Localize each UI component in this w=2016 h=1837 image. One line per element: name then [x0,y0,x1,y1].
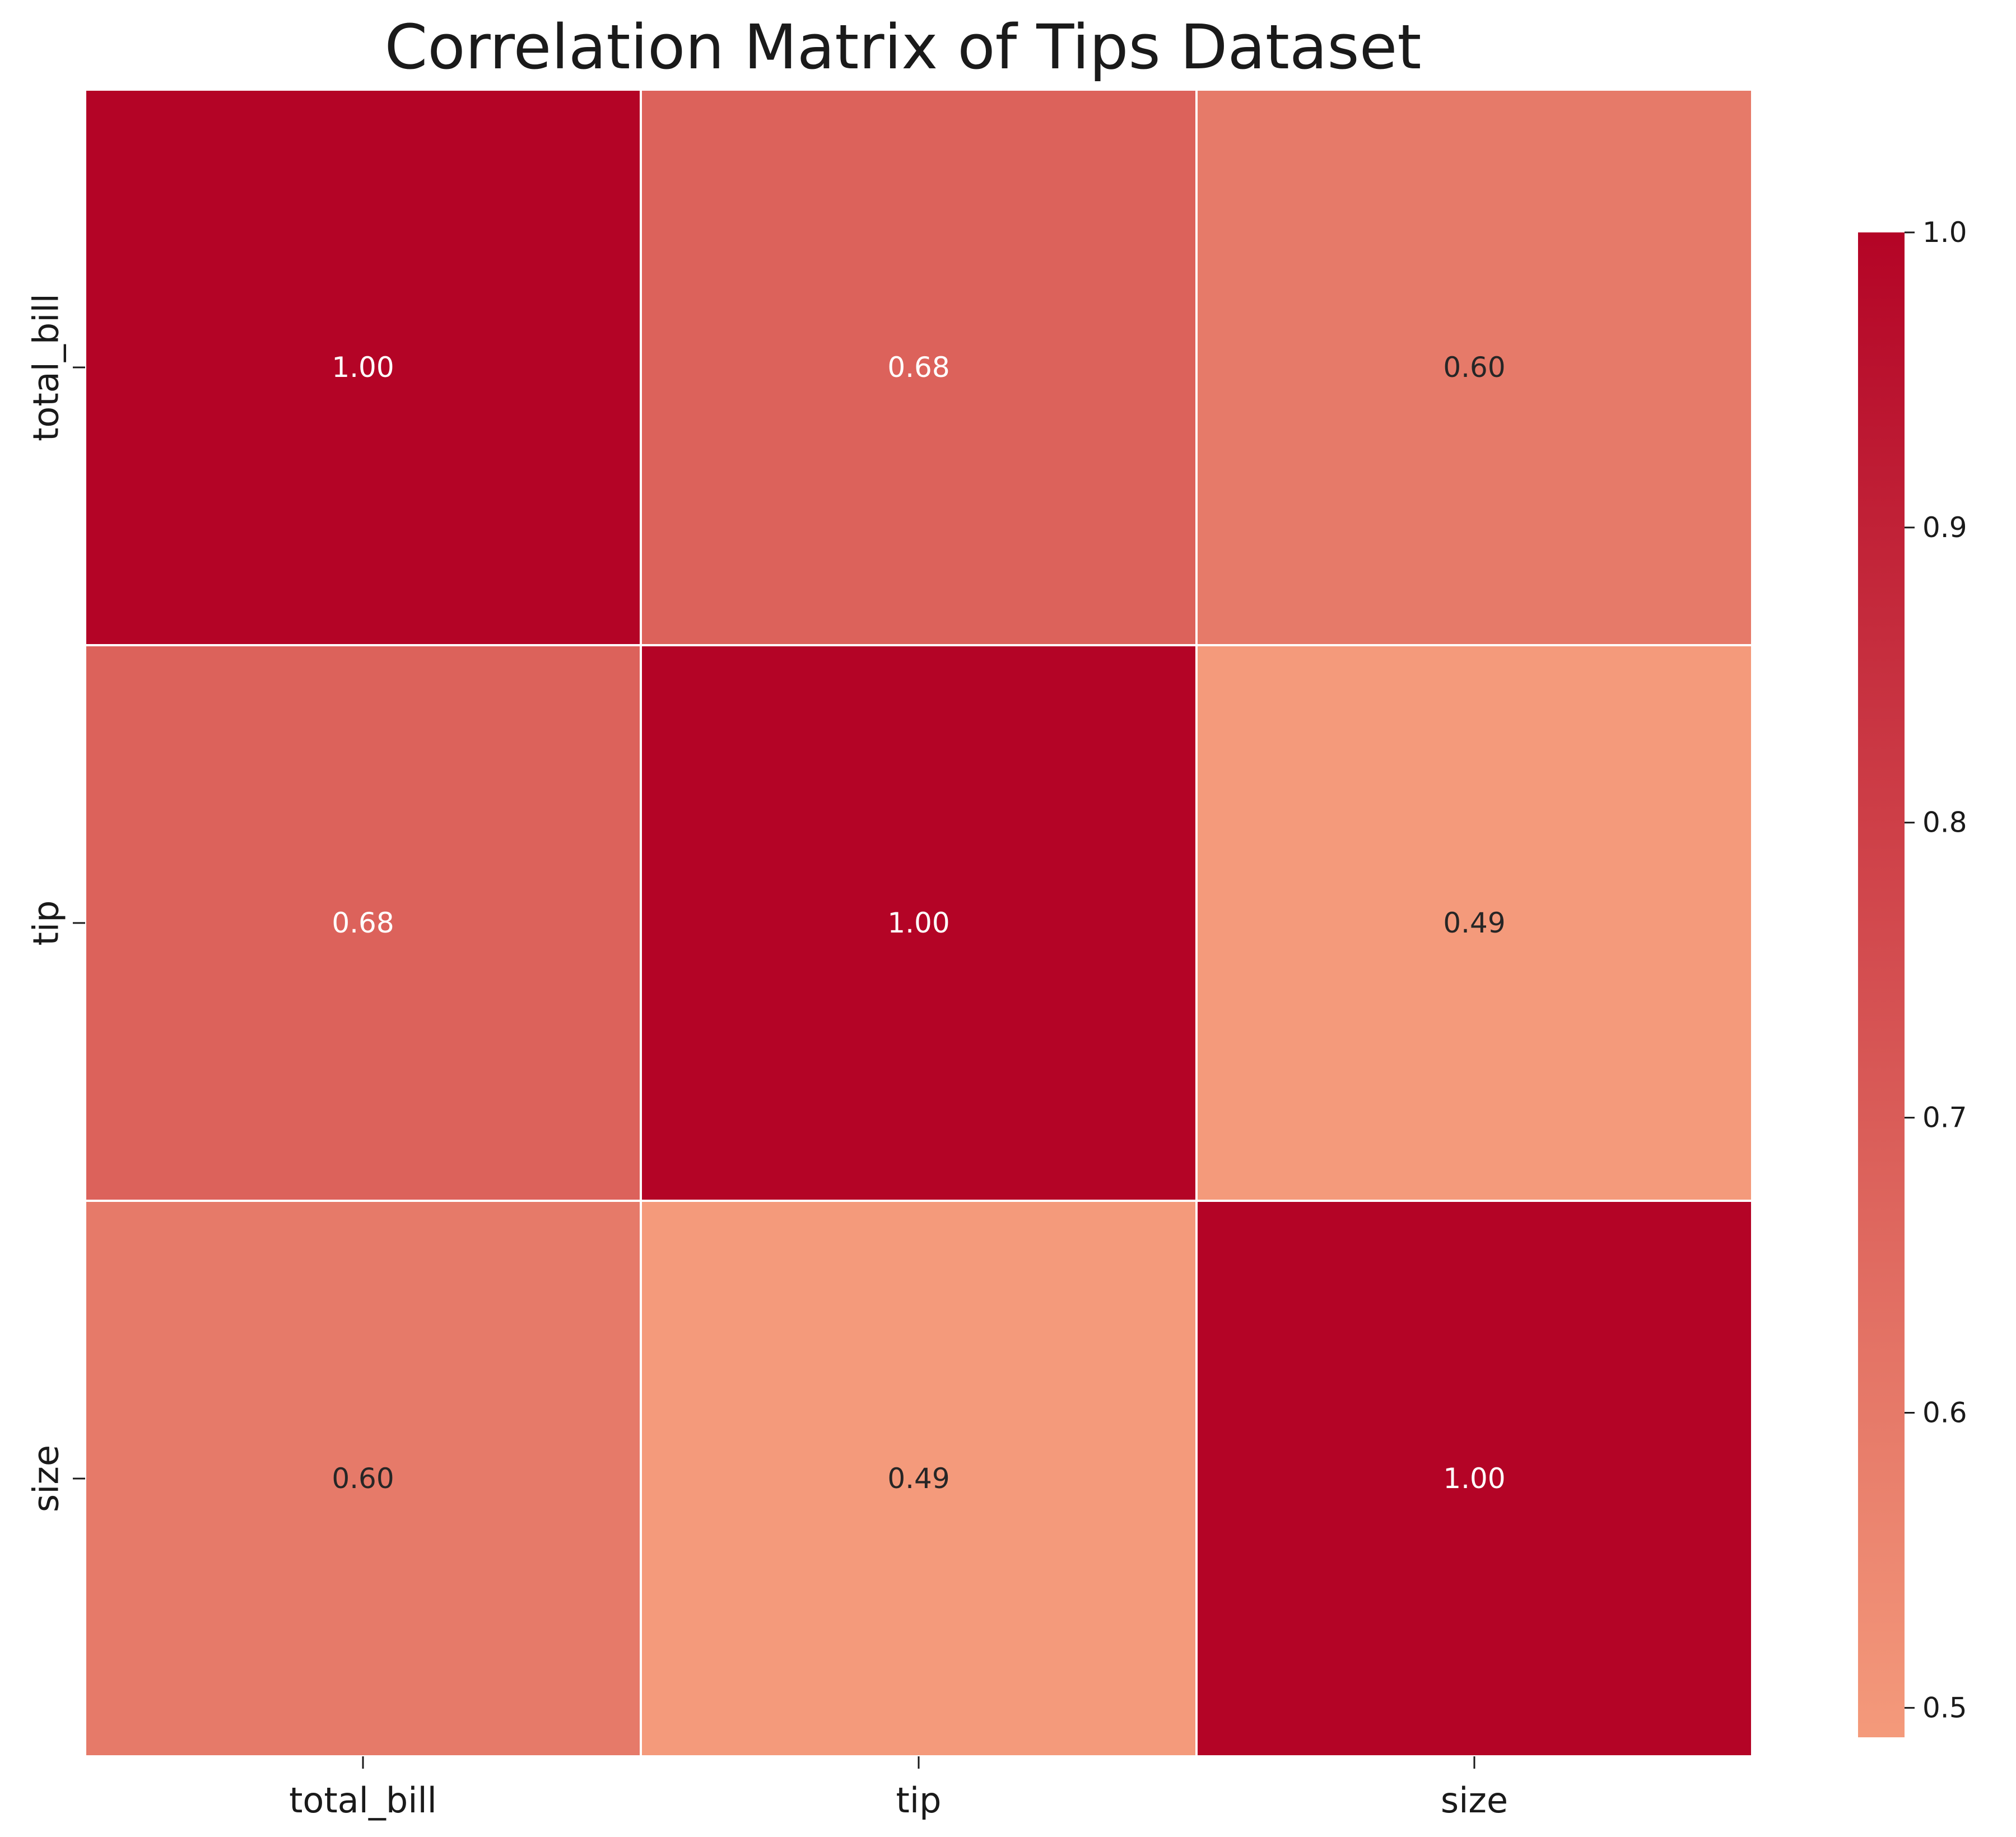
colorbar-tick-label-0.5: 0.5 [1922,1691,1967,1724]
heatmap-cell-labels: 1.00 0.68 0.60 0.68 1.00 0.49 0.60 0.49 1.00 [332,351,1505,1495]
heatmap-cell-total_bill-size [1195,88,1753,646]
cell-value-label-total_bill-total_bill: 1.00 [332,351,394,384]
heatmap-cell-tip-total_bill [84,644,642,1202]
cell-value-label-size-size: 1.00 [1443,1462,1505,1495]
heatmap-cell-total_bill-tip [640,88,1198,646]
x-tick-label-size: size [1441,1780,1508,1821]
heatmap-cells [84,88,1753,1757]
cell-value-label-tip-size: 0.49 [1443,907,1505,939]
heatmap-cell-total_bill-total_bill [84,88,642,646]
cell-value-label-size-total_bill: 0.60 [332,1462,394,1495]
cell-value-label-total_bill-size: 0.60 [1443,351,1505,384]
heatmap-cell-tip-tip [640,644,1198,1202]
x-tick-label-total_bill: total_bill [289,1780,437,1821]
cell-value-label-tip-total_bill: 0.68 [332,907,394,939]
colorbar: 0.5 0.6 0.7 0.8 0.9 1.0 [1858,216,1967,1737]
colorbar-tick-label-0.8: 0.8 [1922,806,1967,839]
colorbar-tick-label-1.0: 1.0 [1922,216,1967,249]
heatmap-cell-tip-size [1195,644,1753,1202]
cell-value-label-tip-tip: 1.00 [887,907,949,939]
cell-value-label-size-tip: 0.49 [887,1462,949,1495]
x-tick-label-tip: tip [896,1780,942,1821]
y-tick-label-total_bill: total_bill [26,293,67,441]
heatmap-cell-size-total_bill [84,1200,642,1757]
x-axis: total_bill tip size [289,1756,1508,1821]
y-tick-label-tip: tip [26,901,67,946]
y-tick-label-size: size [26,1445,67,1512]
colorbar-gradient [1858,232,1905,1737]
chart-title: Correlation Matrix of Tips Dataset [384,11,1421,83]
heatmap-cell-size-tip [640,1200,1198,1757]
cell-value-label-total_bill-tip: 0.68 [887,351,949,384]
colorbar-tick-label-0.9: 0.9 [1922,511,1967,544]
colorbar-tick-label-0.6: 0.6 [1922,1396,1967,1429]
colorbar-tick-label-0.7: 0.7 [1922,1102,1967,1134]
